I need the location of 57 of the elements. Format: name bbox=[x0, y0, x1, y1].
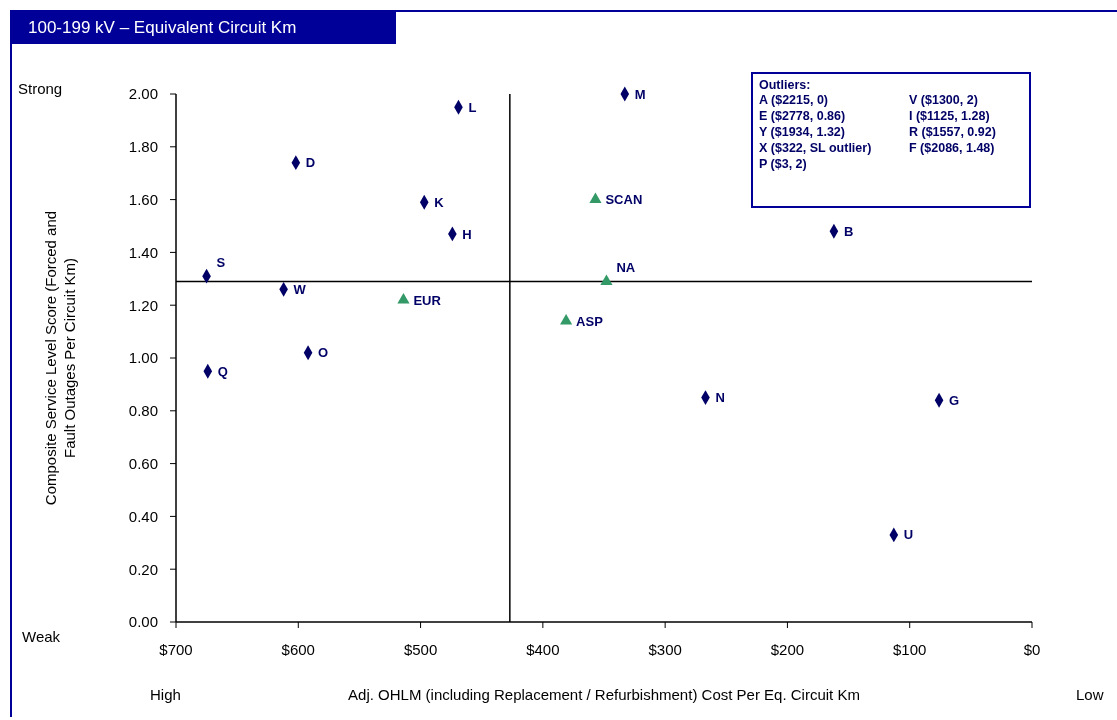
y-tick-label: 1.80 bbox=[128, 138, 158, 156]
text: Strong bbox=[18, 80, 63, 97]
x-tick-label: $400 bbox=[526, 640, 560, 658]
x-tick-label: $100 bbox=[893, 640, 927, 658]
y-tick-label: 0.00 bbox=[128, 613, 158, 631]
annotation: N bbox=[715, 390, 725, 406]
annotation: R ($1557, 0.92) bbox=[909, 125, 997, 139]
x-tick-label: $500 bbox=[403, 640, 438, 658]
annotation: L bbox=[468, 99, 477, 115]
text: High bbox=[150, 686, 181, 703]
x-axis-title: Adj. OHLM (including Replacement / Refurbishment) Cost Per Eq. Circuit Km bbox=[348, 686, 860, 703]
annotation: W bbox=[293, 281, 307, 297]
text: Low bbox=[1076, 686, 1104, 703]
annotation: O bbox=[318, 345, 329, 361]
x-tick-label: $700 bbox=[159, 640, 193, 658]
annotation: S bbox=[216, 254, 226, 270]
annotation: D bbox=[305, 155, 316, 171]
x-tick-label: $300 bbox=[648, 640, 682, 658]
y-tick-label: 2.00 bbox=[128, 85, 158, 103]
annotation: NA bbox=[616, 260, 636, 276]
x-tick-label: $0 bbox=[1023, 640, 1041, 658]
y-tick-label: 0.20 bbox=[128, 560, 158, 578]
annotation: U bbox=[903, 527, 914, 543]
y-axis-title: Composite Service Level Score (Forced and Fault Outages Per Circuit Km) bbox=[41, 209, 79, 508]
point bbox=[560, 314, 573, 325]
point bbox=[589, 192, 602, 204]
chart-title: 100-199 kV – Equivalent Circuit Km bbox=[12, 12, 396, 44]
y-tick-label: 1.00 bbox=[128, 349, 158, 367]
y-tick-label: 1.60 bbox=[128, 190, 158, 208]
annotation: SCAN bbox=[605, 192, 643, 208]
annotation: X ($322, SL outlier) bbox=[759, 141, 873, 155]
annotation: ASP bbox=[576, 313, 604, 329]
annotation: F ($2086, 1.48) bbox=[909, 141, 996, 155]
y-tick-label: 0.40 bbox=[128, 507, 158, 525]
x-tick-label: $200 bbox=[770, 640, 805, 658]
annotation: Q bbox=[217, 363, 228, 379]
annotation: K bbox=[434, 194, 445, 210]
annotation: P ($3, 2) bbox=[759, 157, 808, 171]
text: Outliers: bbox=[759, 78, 812, 92]
annotation: E ($2778, 0.86) bbox=[759, 109, 847, 123]
annotation: H bbox=[462, 226, 472, 242]
text: Weak bbox=[22, 628, 61, 645]
annotation: Y ($1934, 1.32) bbox=[759, 125, 846, 139]
annotation: A ($2215, 0) bbox=[759, 93, 830, 107]
annotation: G bbox=[949, 392, 960, 408]
y-tick-label: 0.60 bbox=[128, 454, 158, 472]
point bbox=[600, 274, 613, 285]
point bbox=[397, 292, 410, 304]
y-tick-label: 1.20 bbox=[128, 296, 158, 314]
x-tick-label: $600 bbox=[281, 640, 315, 658]
annotation: EUR bbox=[413, 292, 442, 308]
annotation: I ($1125, 1.28) bbox=[909, 109, 991, 123]
y-tick-label: 0.80 bbox=[128, 402, 158, 420]
y-tick-label: 1.40 bbox=[128, 243, 158, 261]
annotation: B bbox=[843, 223, 854, 239]
annotation: M bbox=[634, 86, 646, 102]
annotation: V ($1300, 2) bbox=[909, 93, 979, 107]
